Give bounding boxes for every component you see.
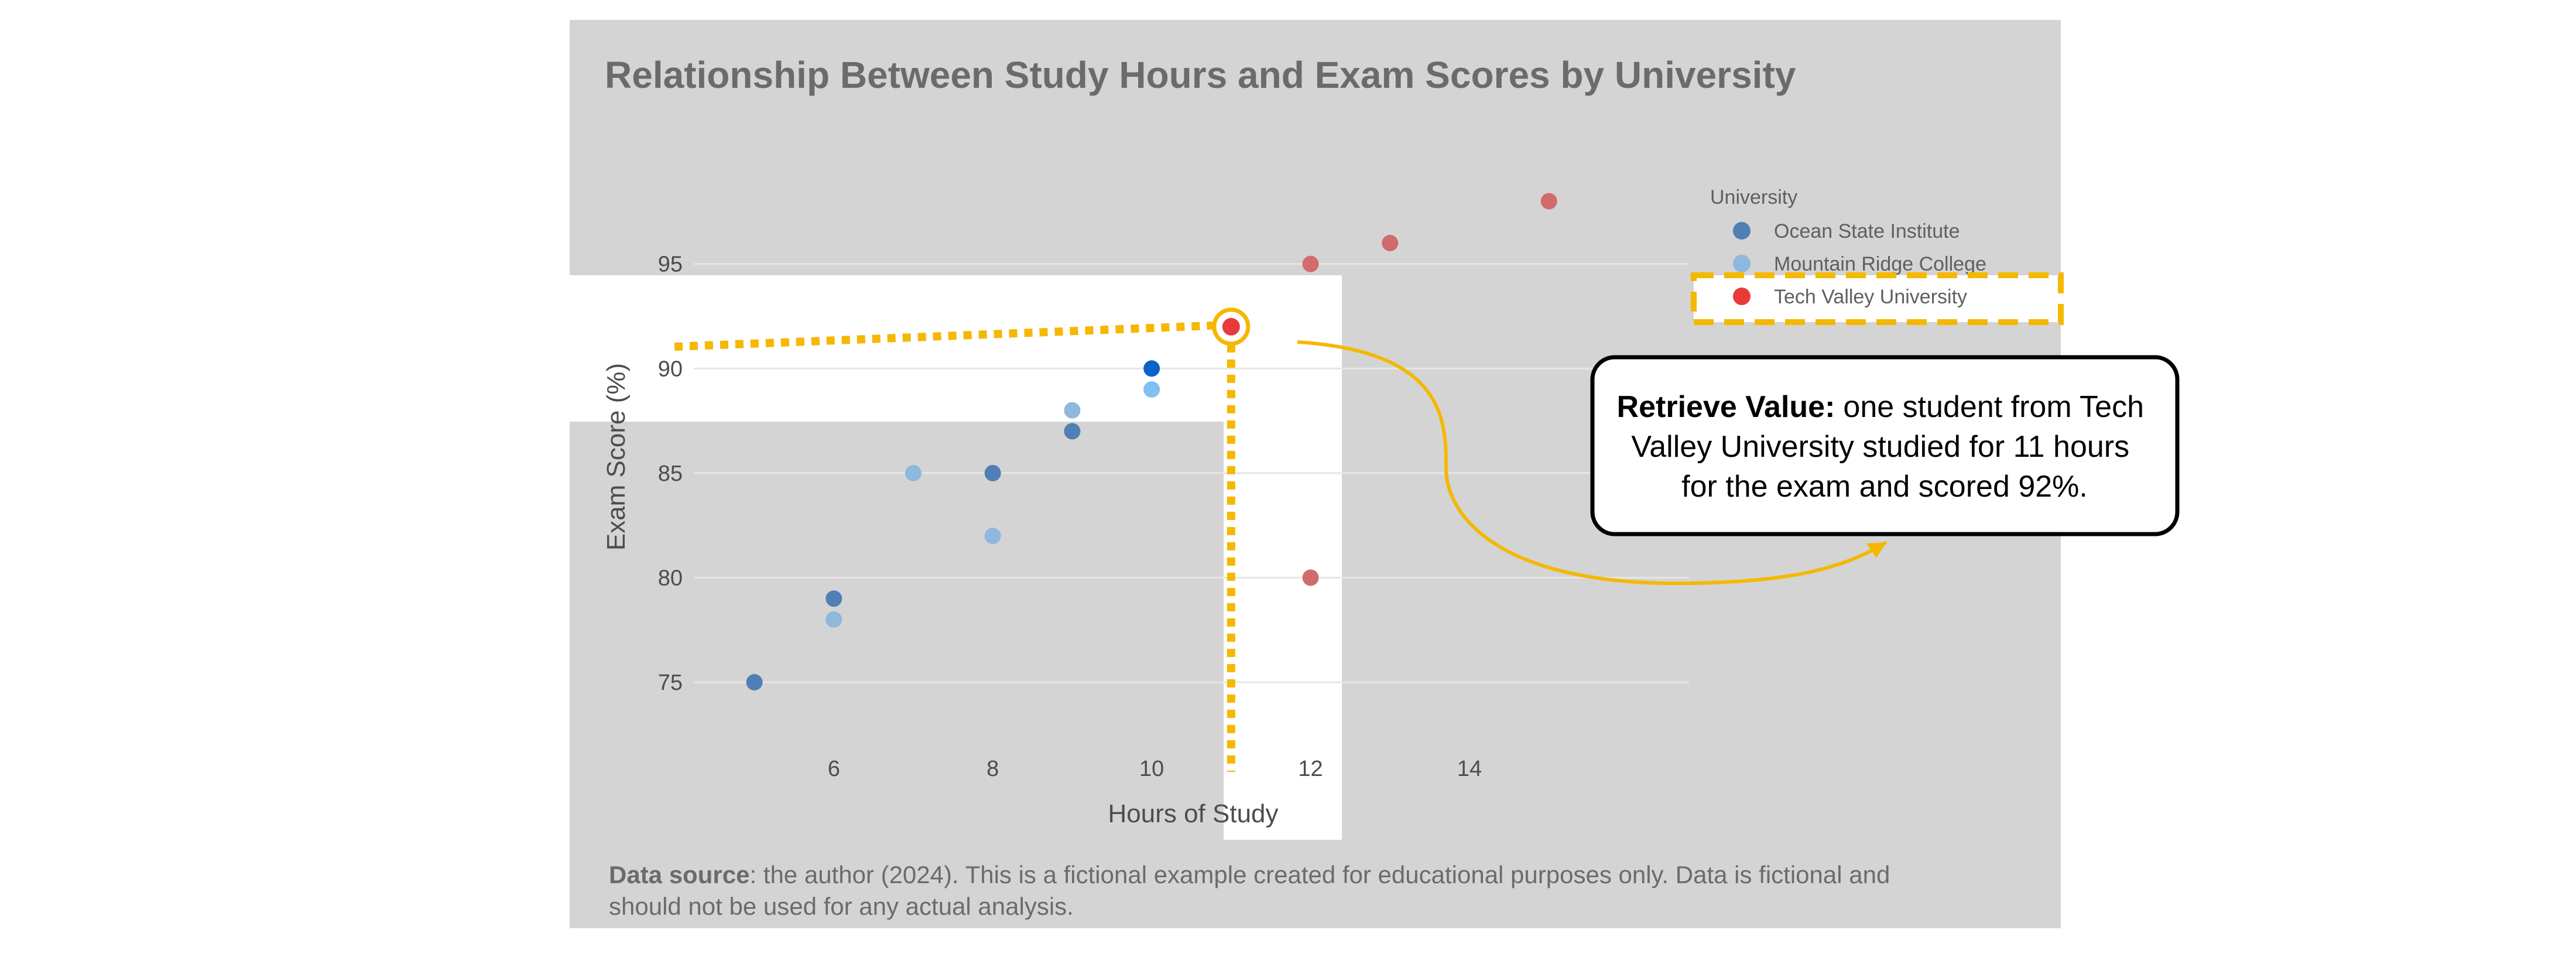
data-point <box>905 464 922 481</box>
y-axis-ticks: 75 80 85 90 95 <box>658 252 683 695</box>
data-point <box>1064 402 1081 419</box>
y-axis-label: Exam Score (%) <box>602 363 631 550</box>
data-point <box>1540 193 1557 210</box>
caption-bold: Data source <box>609 861 749 888</box>
y-tick-label: 80 <box>658 566 683 590</box>
data-point <box>984 464 1001 481</box>
legend: University Ocean State Institute Mountain… <box>1691 186 2064 325</box>
chart-title: Relationship Between Study Hours and Exa… <box>605 54 1796 96</box>
callout-bold: Retrieve Value: <box>1617 390 1835 424</box>
data-point <box>825 590 842 607</box>
callout-text: Retrieve Value: one student from Tech Val… <box>1617 390 2153 504</box>
x-tick-label: 12 <box>1298 757 1323 781</box>
y-tick-label: 90 <box>658 357 683 381</box>
y-tick-label: 75 <box>658 671 683 695</box>
focus-region-column <box>1224 275 1342 840</box>
x-tick-label: 14 <box>1457 757 1482 781</box>
data-point <box>984 528 1001 544</box>
data-point <box>1302 569 1319 586</box>
data-point <box>1064 423 1081 440</box>
callout-line-2: Valley University studied for 11 hours <box>1631 430 2129 464</box>
x-tick-label: 10 <box>1139 757 1164 781</box>
caption: Data source: the author (2024). This is … <box>609 861 1897 920</box>
legend-marker <box>1733 255 1751 272</box>
data-point <box>1302 255 1319 272</box>
gridlines <box>694 263 1689 683</box>
x-tick-label: 8 <box>986 757 999 781</box>
data-point <box>746 674 763 690</box>
legend-highlight-box <box>1691 272 2064 325</box>
callout-box <box>1590 355 2180 536</box>
data-point <box>825 611 842 628</box>
callout: Retrieve Value: one student from Tech Val… <box>1297 340 2180 586</box>
focus-region-band <box>570 275 1342 422</box>
data-points <box>746 193 1557 690</box>
callout-line-1: one student from Tech <box>1843 390 2144 424</box>
y-tick-label: 95 <box>658 252 683 277</box>
horizontal-guide <box>674 321 1214 351</box>
caption-line-1: : the author (2024). This is a fictional… <box>749 861 1890 888</box>
data-point <box>1143 381 1160 398</box>
callout-connector <box>1297 340 1888 586</box>
caption-line-2: should not be used for any actual analys… <box>609 893 1074 920</box>
callout-line-3: for the exam and scored 92%. <box>1681 470 2088 504</box>
legend-label: Tech Valley University <box>1774 286 1967 308</box>
legend-label: Mountain Ridge College <box>1774 253 1986 275</box>
x-tick-label: 6 <box>828 757 840 781</box>
y-tick-label: 85 <box>658 461 683 486</box>
callout-arrowhead-icon <box>1866 542 1886 558</box>
legend-highlight-fill <box>1694 275 2061 322</box>
legend-marker <box>1733 288 1751 305</box>
annotation-guides <box>674 321 1235 772</box>
legend-title: University <box>1710 186 1797 208</box>
data-point <box>1143 360 1160 377</box>
data-point <box>1222 317 1240 336</box>
legend-marker <box>1733 222 1751 240</box>
data-point <box>1382 235 1399 251</box>
x-axis-ticks: 6 8 10 12 14 <box>828 757 1482 781</box>
x-axis-label: Hours of Study <box>1108 799 1278 828</box>
legend-label: Ocean State Institute <box>1774 220 1960 242</box>
